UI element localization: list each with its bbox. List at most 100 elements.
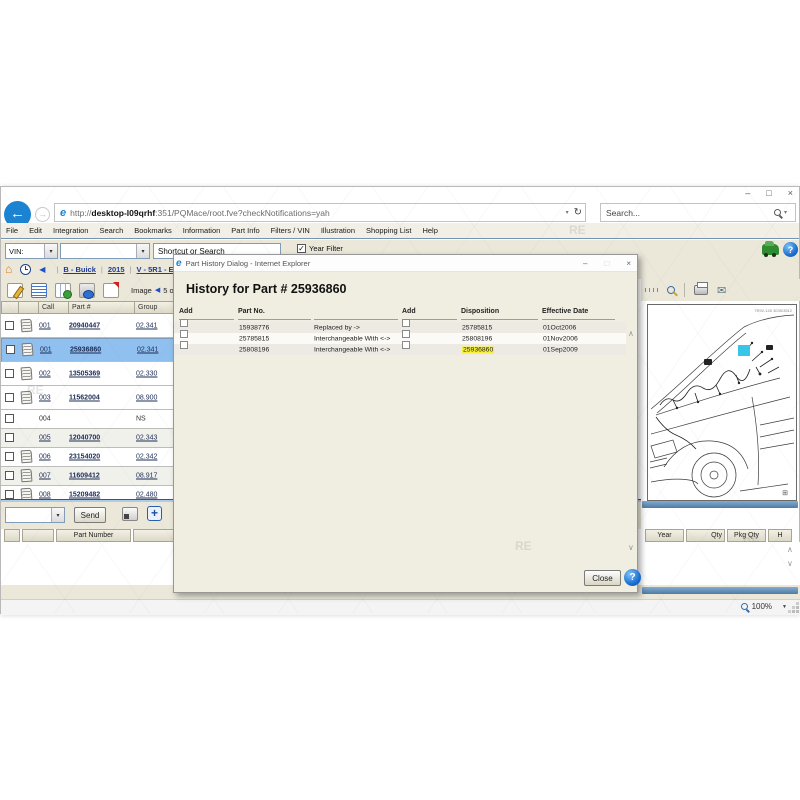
- year-header[interactable]: Year: [645, 529, 684, 542]
- table-row[interactable]: 002 13505369 02.330: [1, 362, 174, 386]
- horizontal-scrollbar[interactable]: [642, 587, 798, 594]
- dialog-close-icon[interactable]: ×: [626, 259, 631, 268]
- add-icon[interactable]: +: [147, 506, 162, 521]
- row-checkbox[interactable]: [5, 368, 14, 378]
- year-filter-checkbox[interactable]: ✓: [297, 244, 306, 253]
- menu-item[interactable]: Search: [99, 226, 124, 235]
- menu-item[interactable]: Help: [422, 226, 438, 235]
- table-row[interactable]: 001 20940447 02.341: [1, 314, 174, 338]
- group-number[interactable]: 02.343: [136, 434, 158, 442]
- home-icon[interactable]: ⌂: [5, 262, 13, 276]
- menu-item[interactable]: Edit: [29, 226, 43, 235]
- vin-value-select[interactable]: ▾: [60, 243, 150, 259]
- row-checkbox[interactable]: [5, 452, 14, 461]
- search-icon[interactable]: [773, 209, 781, 216]
- clipboard-icon[interactable]: [103, 281, 119, 298]
- part-number-link[interactable]: 20940447: [69, 322, 101, 329]
- breadcrumb-link[interactable]: V - 5R1 - Enclav: [136, 264, 182, 274]
- send-button[interactable]: Send: [74, 507, 106, 523]
- dialog-minimize-icon[interactable]: –: [583, 259, 588, 268]
- group-number[interactable]: 02.480: [136, 491, 158, 499]
- illustration-scrollbar[interactable]: [642, 501, 798, 508]
- row-checkbox[interactable]: [5, 433, 14, 442]
- history-checkbox-right[interactable]: [402, 341, 410, 349]
- call-number[interactable]: 008: [39, 491, 51, 499]
- menu-item[interactable]: Illustration: [320, 226, 356, 235]
- table-row[interactable]: 007 11609412 08.917: [1, 467, 174, 486]
- close-button[interactable]: Close: [584, 570, 621, 586]
- row-checkbox[interactable]: [6, 345, 15, 354]
- export-icon[interactable]: [122, 507, 138, 521]
- menu-item[interactable]: Shopping List: [366, 226, 412, 235]
- call-number[interactable]: 004: [39, 415, 51, 423]
- vehicle-icon[interactable]: [762, 241, 779, 257]
- table-row[interactable]: 001 25936860 02.341: [1, 338, 174, 362]
- history-checkbox-right[interactable]: [402, 319, 410, 327]
- history-checkbox-left[interactable]: [180, 319, 188, 327]
- table-row[interactable]: 004 NS: [1, 410, 174, 429]
- part-number-link[interactable]: 13505369: [69, 370, 101, 377]
- call-number[interactable]: 003: [39, 394, 51, 401]
- call-number[interactable]: 001: [39, 322, 51, 329]
- resize-grip[interactable]: [796, 610, 799, 613]
- menu-item[interactable]: Bookmarks: [134, 226, 172, 235]
- part-number-link[interactable]: 25936860: [70, 346, 102, 354]
- group-number[interactable]: 08.900: [136, 394, 158, 401]
- menu-item[interactable]: Information: [182, 226, 221, 235]
- add-to-grid-icon[interactable]: [55, 282, 72, 299]
- table-row[interactable]: 008 15209482 02.480: [1, 486, 174, 499]
- row-checkbox[interactable]: [5, 392, 14, 402]
- call-number[interactable]: 001: [40, 346, 52, 354]
- search-dropdown-icon[interactable]: ▾: [783, 210, 787, 216]
- help-icon[interactable]: ?: [783, 242, 798, 257]
- dialog-scroll-down-icon[interactable]: ∨: [628, 543, 634, 552]
- dialog-titlebar[interactable]: e Part History Dialog - Internet Explore…: [174, 255, 637, 272]
- scroll-up-icon[interactable]: ∧: [787, 545, 793, 554]
- zoom-control[interactable]: 100% ▼: [740, 602, 787, 611]
- row-checkbox[interactable]: [5, 320, 14, 330]
- year-filter[interactable]: ✓ Year Filter: [297, 244, 343, 253]
- row-checkbox[interactable]: [5, 414, 14, 423]
- table-row[interactable]: 003 11562004 08.900: [1, 386, 174, 410]
- breadcrumb-link[interactable]: 2015: [107, 264, 125, 274]
- menu-item[interactable]: File: [6, 226, 19, 235]
- close-icon[interactable]: ×: [787, 188, 793, 198]
- vin-select[interactable]: VIN: ▾: [5, 243, 58, 259]
- part-number-header[interactable]: Part Number: [56, 529, 131, 542]
- col-call[interactable]: Call: [39, 301, 69, 314]
- print-list-icon[interactable]: [79, 282, 95, 299]
- part-number-link[interactable]: 23154020: [69, 453, 101, 461]
- edit-note-icon[interactable]: [7, 282, 23, 298]
- dialog-scroll-up-icon[interactable]: ∧: [628, 329, 634, 338]
- menu-item[interactable]: Part Info: [231, 226, 260, 235]
- history-checkbox-left[interactable]: [180, 330, 188, 338]
- list-view-icon[interactable]: [31, 282, 47, 298]
- address-bar[interactable]: e http://desktop-l09qrhf:351/PQMace/root…: [54, 203, 586, 222]
- menu-item[interactable]: Integration: [53, 226, 89, 235]
- table-row[interactable]: 006 23154020 02.342: [1, 448, 174, 467]
- nav-back-icon[interactable]: ◀: [39, 264, 46, 274]
- group-number[interactable]: 02.342: [136, 453, 158, 461]
- history-clock-icon[interactable]: [20, 263, 32, 275]
- history-checkbox-right[interactable]: [402, 330, 410, 338]
- minimize-icon[interactable]: –: [745, 188, 751, 198]
- group-number[interactable]: 02.330: [136, 370, 158, 377]
- history-checkbox-left[interactable]: [180, 341, 188, 349]
- call-number[interactable]: 002: [39, 370, 51, 377]
- zoom-in-icon[interactable]: [667, 286, 675, 294]
- email-icon[interactable]: ✉: [717, 284, 727, 297]
- row-checkbox[interactable]: [5, 471, 14, 480]
- call-number[interactable]: 006: [39, 453, 51, 461]
- h-header[interactable]: H: [768, 529, 792, 542]
- image-prev-icon[interactable]: ◀: [154, 287, 161, 294]
- call-number[interactable]: 005: [39, 434, 51, 442]
- part-number-link[interactable]: 11562004: [69, 394, 100, 401]
- part-number-link[interactable]: 12040700: [69, 434, 101, 442]
- part-number-link[interactable]: 11609412: [69, 472, 100, 480]
- bottom-select[interactable]: ▾: [5, 507, 65, 523]
- col-part[interactable]: Part #: [69, 301, 135, 314]
- pkg-qty-header[interactable]: Pkg Qty: [727, 529, 766, 542]
- zoom-slider[interactable]: [645, 288, 658, 292]
- dialog-help-icon[interactable]: ?: [624, 569, 641, 586]
- table-row[interactable]: 005 12040700 02.343: [1, 429, 174, 448]
